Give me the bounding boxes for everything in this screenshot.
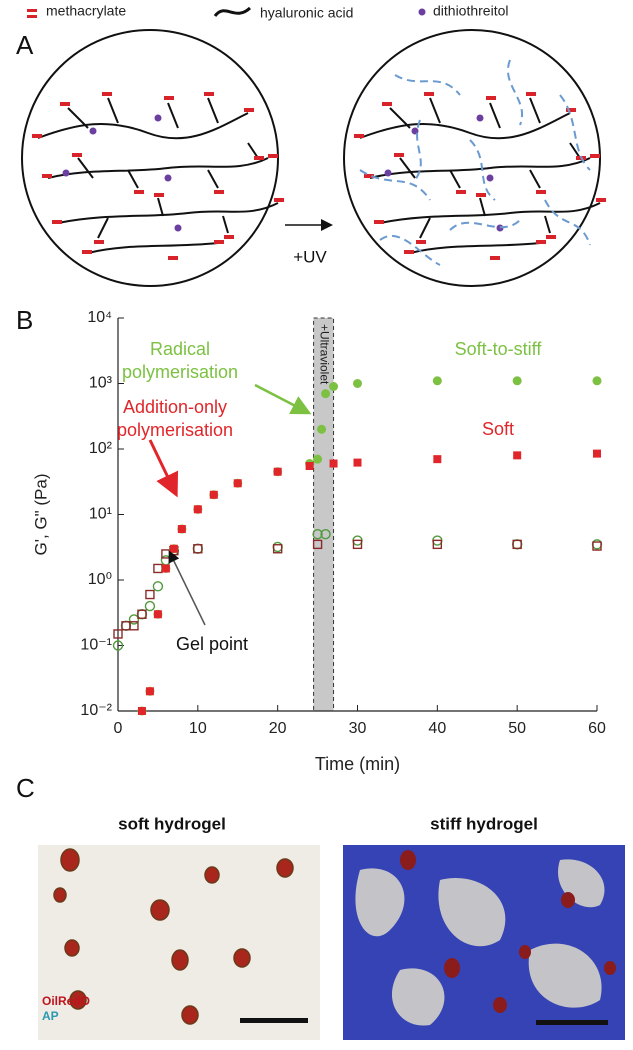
- y-tick-label: 10⁰: [88, 571, 112, 588]
- data-point: [153, 610, 162, 619]
- data-point: [305, 462, 314, 471]
- chart: +Ultraviolet 10⁻² 10⁻¹ 10⁰ 10¹ 10² 10³ 10⁴ 0 10 20…: [31, 309, 606, 774]
- data-point: [144, 600, 156, 612]
- data-point: [432, 539, 443, 550]
- data-point: [233, 479, 242, 488]
- annotation: polymerisation: [117, 420, 233, 440]
- gel-circle: [343, 29, 601, 287]
- data-point: [161, 564, 170, 573]
- data-point: [329, 459, 338, 468]
- data-point: [352, 539, 363, 550]
- annotation: polymerisation: [122, 362, 238, 382]
- data-point: [320, 529, 331, 540]
- data-point: [272, 541, 283, 553]
- data-point: [193, 505, 202, 514]
- y-tick-label: 10²: [89, 440, 113, 457]
- legend-swatch: [27, 9, 37, 12]
- data-point: [128, 614, 140, 625]
- panel-label: A: [16, 30, 34, 60]
- annotation: Gel point: [176, 634, 248, 654]
- data-point: [272, 544, 283, 554]
- y-tick-label: 10¹: [89, 506, 112, 523]
- data-point: [312, 539, 323, 550]
- data-point: [193, 544, 203, 554]
- data-point: [169, 544, 178, 553]
- y-axis-title: G', G" (Pa): [31, 473, 50, 555]
- x-tick-label: 50: [508, 720, 526, 737]
- legend-swatch: [27, 15, 37, 18]
- data-point: [512, 539, 522, 550]
- x-tick-label: 40: [428, 720, 446, 737]
- y-tick-label: 10⁻²: [80, 702, 112, 719]
- x-tick-label: 20: [269, 720, 287, 737]
- image-title: soft hydrogel: [118, 814, 226, 833]
- y-tick-label: 10⁴: [87, 309, 112, 326]
- data-point: [273, 467, 282, 476]
- micrograph: [343, 845, 625, 1040]
- data-point: [591, 539, 603, 550]
- legend-label: dithiothreitol: [433, 3, 509, 19]
- data-point: [353, 458, 362, 467]
- data-point: [513, 451, 522, 460]
- crosslinks: [359, 59, 591, 266]
- data-point: [137, 609, 147, 619]
- data-point: [152, 581, 164, 592]
- x-tick-label: 10: [189, 720, 207, 737]
- x-axis-title: Time (min): [315, 754, 400, 774]
- data-point: [317, 424, 327, 434]
- panel-label: B: [16, 305, 33, 335]
- data-point: [209, 490, 218, 499]
- data-point: [592, 541, 602, 551]
- data-point: [432, 376, 442, 386]
- data-point: [160, 555, 172, 566]
- y-tick-label: 10³: [89, 375, 113, 392]
- legend-swatch: [418, 8, 426, 16]
- data-point: [511, 539, 523, 550]
- data-point: [145, 687, 154, 696]
- data-point: [177, 525, 186, 534]
- gel-circle: [21, 29, 279, 287]
- data-point: [312, 529, 323, 540]
- annotation-arrow: [254, 383, 312, 415]
- y-tick-label: 10⁻¹: [80, 637, 112, 654]
- data-point: [120, 620, 132, 631]
- uv-label: +Ultraviolet: [317, 324, 331, 385]
- stain-label: OilRedO: [42, 994, 90, 1008]
- x-tick-label: 0: [114, 720, 123, 737]
- data-point: [321, 389, 331, 399]
- data-point: [113, 629, 123, 639]
- data-point: [353, 379, 362, 388]
- annotation-arrow: [168, 550, 206, 626]
- data-point: [192, 543, 204, 554]
- data-point: [153, 563, 163, 574]
- annotation: Addition-only: [123, 397, 227, 417]
- data-point: [136, 609, 148, 620]
- panel-label: C: [16, 773, 35, 803]
- x-tick-label: 30: [349, 720, 367, 737]
- x-tick-label: 60: [588, 720, 606, 737]
- data-point: [433, 455, 442, 464]
- arrow-label: +UV: [293, 247, 327, 266]
- annotation-arrow: [148, 439, 179, 498]
- data-point: [145, 589, 155, 600]
- series-label: Soft: [482, 419, 514, 439]
- data-point: [329, 381, 339, 391]
- data-point: [512, 376, 522, 386]
- data-point: [137, 707, 146, 715]
- data-point: [313, 454, 323, 464]
- series-label: Soft-to-stiff: [455, 339, 543, 359]
- data-point: [112, 640, 124, 651]
- legend-swatch: [213, 6, 252, 18]
- legend-label: hyaluronic acid: [260, 5, 353, 21]
- annotation: Radical: [150, 339, 210, 359]
- image-title: stiff hydrogel: [430, 814, 538, 833]
- stain-label: AP: [42, 1009, 59, 1023]
- legend-label: methacrylate: [46, 3, 126, 19]
- micrograph: [38, 845, 320, 1040]
- data-point: [592, 376, 602, 386]
- data-point: [129, 621, 139, 631]
- data-point: [593, 449, 601, 458]
